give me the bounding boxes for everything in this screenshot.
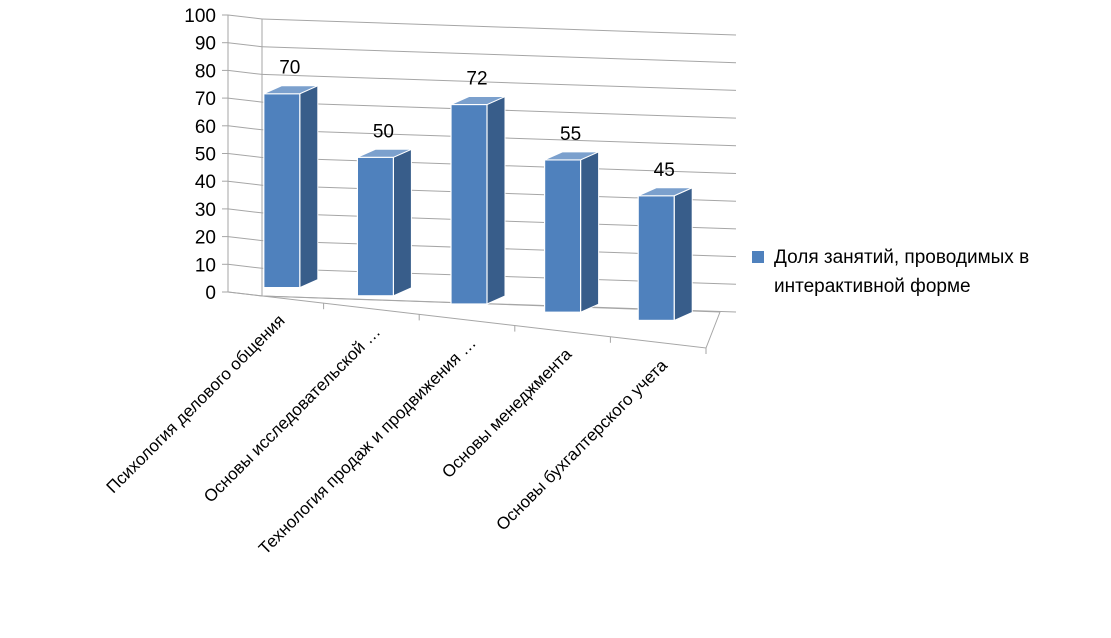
side-gridline	[227, 42, 263, 48]
bar-front	[356, 156, 394, 297]
bar-top	[263, 85, 319, 95]
x-tick-label: Основы бухгалтерского учета	[492, 355, 671, 534]
side-gridline	[227, 236, 263, 242]
bar-top	[450, 96, 506, 106]
bar-front	[450, 103, 488, 305]
side-gridline	[227, 153, 263, 158]
gridline	[261, 73, 737, 91]
bar	[543, 151, 600, 313]
data-label: 55	[560, 124, 581, 145]
bar-front	[263, 93, 301, 289]
y-tick-label: 50	[195, 145, 216, 166]
legend: Доля занятий, проводимых в интерактивной…	[752, 243, 1107, 301]
side-gridline	[227, 180, 263, 186]
bar-top	[637, 187, 693, 197]
gridline	[261, 18, 737, 36]
legend-label: Доля занятий, проводимых в интерактивной…	[774, 247, 1030, 297]
bar	[263, 84, 319, 289]
x-tick-label: Психология делового общения	[103, 311, 289, 497]
bar-front	[637, 195, 675, 322]
x-tick-label: Технология продаж и продвижения …	[255, 333, 480, 558]
y-tick-label: 30	[195, 200, 216, 221]
side-gridline	[227, 125, 263, 131]
data-label: 72	[466, 69, 487, 90]
data-label: 45	[654, 160, 675, 181]
side-gridline	[227, 69, 263, 75]
bar-side	[580, 151, 600, 313]
y-tick-label: 20	[195, 228, 216, 249]
y-tick-label: 80	[195, 61, 216, 82]
y-tick-label: 70	[195, 89, 216, 110]
bar-side	[299, 84, 319, 289]
y-tick-label: 90	[195, 34, 216, 55]
x-tick-label: Основы исследовательской …	[200, 322, 384, 506]
bar-side	[486, 95, 506, 305]
bar-front	[543, 159, 582, 313]
bar-top	[544, 151, 599, 161]
bars	[263, 84, 693, 322]
data-label: 50	[373, 121, 394, 142]
bar	[637, 186, 693, 322]
data-labels: 70 50 72 55 45	[279, 58, 675, 181]
gridline	[261, 46, 737, 64]
y-tick-label: 10	[195, 255, 216, 276]
bar	[450, 95, 506, 305]
bar-top	[357, 148, 412, 158]
bar	[356, 148, 412, 297]
y-axis-ticks: 0 10 20 30 40 50 60 70 80 90 100	[184, 6, 216, 304]
side-gridline	[227, 97, 263, 103]
y-tick-label: 0	[205, 283, 216, 304]
bar-side	[673, 186, 693, 322]
data-label: 70	[279, 58, 300, 79]
y-tick-label: 40	[195, 172, 216, 193]
y-tick-label: 100	[184, 6, 216, 27]
legend-swatch	[752, 251, 764, 263]
side-gridline	[227, 208, 263, 214]
side-gridline	[227, 263, 263, 269]
bar-side	[392, 148, 412, 297]
y-tick-label: 60	[195, 117, 216, 138]
side-gridline	[227, 14, 263, 20]
side-gridline	[227, 291, 263, 297]
